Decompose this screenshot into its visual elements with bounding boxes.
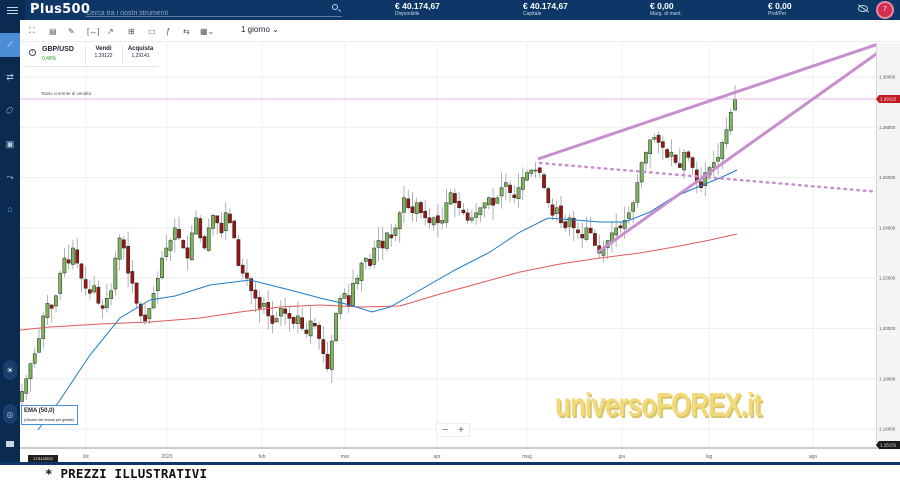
chat-button[interactable]: [0, 432, 20, 456]
search-input[interactable]: [86, 6, 322, 21]
stat-capital: € 40.174,67 Capitale: [523, 1, 568, 18]
svg-text:1.30000: 1.30000: [879, 75, 896, 80]
svg-text:mag: mag: [522, 454, 532, 460]
measure-icon: [↔]: [87, 26, 100, 36]
svg-text:1.29122: 1.29122: [880, 97, 897, 102]
sidebar-item-portfolio[interactable]: ▣: [0, 132, 20, 156]
stat-margin: € 0,00 Marg. di mant.: [650, 1, 682, 18]
light-mode-toggle[interactable]: ☀: [3, 360, 17, 380]
fingerprint-icon: ◎: [6, 409, 14, 419]
sell-button[interactable]: Vendi 1,29122: [85, 46, 121, 64]
sidebar-item-trends[interactable]: ⤳: [0, 165, 20, 189]
svg-text:1.18000: 1.18000: [879, 376, 896, 381]
svg-text:1.26000: 1.26000: [879, 175, 896, 180]
svg-text:1.16000: 1.16000: [879, 427, 896, 432]
svg-text:apr: apr: [433, 454, 441, 460]
fingerprint-button[interactable]: ◎: [3, 404, 17, 424]
fullscreen-button[interactable]: ⛶: [29, 24, 35, 38]
layout-button[interactable]: ⊞: [128, 24, 135, 38]
fx-button[interactable]: ƒ: [166, 24, 170, 38]
logo: Plus500: [30, 2, 91, 17]
chart-type-icon: ▤: [49, 26, 57, 36]
indicator-button[interactable]: ↗: [107, 24, 114, 38]
svg-text:ago: ago: [809, 454, 818, 460]
search-icon[interactable]: [332, 4, 338, 10]
sidebar-item-trade[interactable]: ⇄: [0, 65, 20, 89]
hamburger-icon: [7, 9, 18, 11]
indicator-icon: ↗: [107, 26, 114, 36]
chart-toolbar: ⛶ ▤ ✎ [↔] ↗ ⊞ ▭ ƒ ⇆ ▦⌄ 1 giorno ⌄: [20, 20, 900, 42]
stat-available: € 40.174,67 Disponibile: [395, 1, 440, 18]
calendar-icon: ▦⌄: [200, 26, 215, 36]
svg-text:1.24000: 1.24000: [879, 225, 896, 230]
zoom-in-button[interactable]: +: [458, 424, 464, 436]
zoom-control: − +: [436, 423, 470, 437]
svg-text:2023: 2023: [161, 454, 172, 460]
save-icon: ▭: [148, 26, 156, 36]
light-mode-icon: ☀: [6, 365, 14, 375]
svg-text:dic: dic: [83, 454, 90, 460]
axis-labels: 1.30000 1.28000 1.26000 1.24000 1.22000 1.200…: [41, 75, 900, 460]
svg-text:feb: feb: [259, 454, 266, 460]
svg-text:giu: giu: [619, 454, 626, 460]
draw-button[interactable]: ✎: [68, 24, 75, 38]
compare-button[interactable]: ⇆: [183, 24, 190, 38]
stat-profit-loss: € 0,00 Prof/Per: [768, 1, 792, 18]
svg-text:Tasso corrente di vendita: Tasso corrente di vendita: [41, 91, 92, 96]
menu-button[interactable]: [0, 0, 25, 20]
trend-icon: ⤳: [6, 171, 14, 182]
draw-icon: ✎: [68, 26, 75, 36]
save-button[interactable]: ▭: [148, 24, 156, 38]
info-icon[interactable]: i: [29, 49, 36, 56]
instrument-panel: i GBP/USD 0,48% Vendi 1,29122 Acquista 1,2…: [25, 44, 158, 67]
hide-balance-icon[interactable]: [858, 5, 868, 12]
bank-icon: ⌂: [7, 204, 13, 214]
avatar[interactable]: 7: [876, 1, 894, 19]
svg-text:mar: mar: [341, 454, 350, 460]
briefcase-icon: ▣: [5, 138, 15, 149]
crosshair-date: 17/11/2022: [28, 455, 58, 462]
svg-text:1.28000: 1.28000: [879, 125, 896, 130]
measure-button[interactable]: [↔]: [87, 24, 99, 38]
exchange-icon: ⇄: [6, 71, 14, 82]
footer: * PREZZI ILLUSTRATIVI: [0, 465, 900, 483]
chart-icon: ⟋: [7, 40, 13, 49]
instrument-symbol: GBP/USD: [42, 46, 74, 53]
svg-text:1.20000: 1.20000: [879, 326, 896, 331]
sidebar-item-charts[interactable]: ⟋: [0, 33, 20, 57]
chat-icon: [6, 441, 14, 447]
buy-button[interactable]: Acquista 1,29141: [122, 46, 158, 64]
ema-legend[interactable]: EMA (50,0) (cliccare del mouse per gesti…: [21, 405, 78, 425]
sidebar-item-bank[interactable]: ⌂: [0, 197, 20, 221]
chart-type-button[interactable]: ▤: [49, 24, 57, 38]
disclaimer: * PREZZI ILLUSTRATIVI: [45, 466, 208, 481]
svg-text:1.15131: 1.15131: [880, 443, 897, 448]
compare-icon: ⇆: [183, 26, 190, 36]
zoom-out-button[interactable]: −: [442, 424, 448, 436]
watermark: universoFOREX.it: [555, 386, 762, 423]
layout-icon: ⊞: [128, 26, 135, 36]
calendar-button[interactable]: ▦⌄: [200, 24, 214, 38]
bottom-bar: [0, 462, 900, 465]
period-select[interactable]: 1 giorno ⌄: [241, 25, 279, 34]
svg-text:lug: lug: [706, 454, 713, 460]
fullscreen-icon: ⛶: [29, 26, 35, 35]
svg-text:1.22000: 1.22000: [879, 276, 896, 281]
price-axis[interactable]: [876, 43, 900, 450]
chevron-down-icon: ⌄: [272, 25, 279, 34]
instrument-change: 0,48%: [42, 56, 57, 62]
search-box[interactable]: [86, 2, 342, 21]
sidebar: ⟋ ⇄ ⬭ ▣ ⤳ ⌂ ☀ ◎: [0, 20, 20, 465]
fx-icon: ƒ: [166, 26, 171, 36]
